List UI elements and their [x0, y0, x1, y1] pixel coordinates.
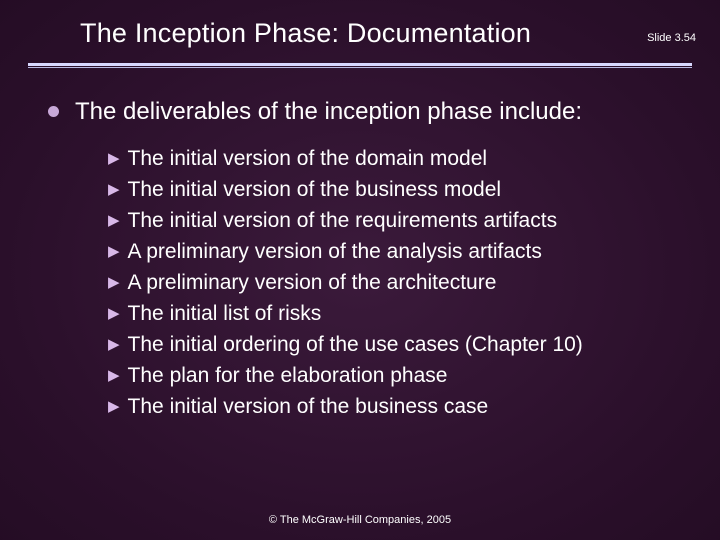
list-item-text: The initial ordering of the use cases (C…	[128, 331, 583, 359]
slide: The Inception Phase: Documentation Slide…	[0, 0, 720, 540]
slide-title: The Inception Phase: Documentation	[80, 18, 680, 49]
arrow-icon: ▶	[108, 269, 120, 297]
list-item: ▶ A preliminary version of the architect…	[108, 269, 680, 297]
arrow-icon: ▶	[108, 393, 120, 421]
title-bar: The Inception Phase: Documentation Slide…	[0, 0, 720, 57]
arrow-icon: ▶	[108, 238, 120, 266]
list-item: ▶ The initial version of the business ca…	[108, 393, 680, 421]
lead-bullet-row: The deliverables of the inception phase …	[48, 97, 680, 127]
sublist: ▶ The initial version of the domain mode…	[48, 145, 680, 421]
content-area: The deliverables of the inception phase …	[0, 69, 720, 421]
list-item-text: A preliminary version of the architectur…	[128, 269, 497, 297]
list-item: ▶ A preliminary version of the analysis …	[108, 238, 680, 266]
lead-text: The deliverables of the inception phase …	[75, 97, 582, 127]
list-item: ▶ The initial ordering of the use cases …	[108, 331, 680, 359]
list-item-text: A preliminary version of the analysis ar…	[128, 238, 542, 266]
list-item-text: The initial version of the business mode…	[128, 176, 502, 204]
bullet-icon	[48, 106, 59, 117]
arrow-icon: ▶	[108, 331, 120, 359]
list-item: ▶ The initial version of the business mo…	[108, 176, 680, 204]
list-item: ▶ The initial version of the requirement…	[108, 207, 680, 235]
list-item-text: The initial version of the domain model	[128, 145, 488, 173]
arrow-icon: ▶	[108, 145, 120, 173]
list-item-text: The plan for the elaboration phase	[128, 362, 448, 390]
arrow-icon: ▶	[108, 176, 120, 204]
list-item: ▶ The initial version of the domain mode…	[108, 145, 680, 173]
footer-copyright: © The McGraw-Hill Companies, 2005	[0, 514, 720, 526]
arrow-icon: ▶	[108, 362, 120, 390]
list-item-text: The initial list of risks	[128, 300, 322, 328]
list-item-text: The initial version of the requirements …	[128, 207, 558, 235]
list-item-text: The initial version of the business case	[128, 393, 489, 421]
arrow-icon: ▶	[108, 207, 120, 235]
list-item: ▶ The plan for the elaboration phase	[108, 362, 680, 390]
list-item: ▶ The initial list of risks	[108, 300, 680, 328]
arrow-icon: ▶	[108, 300, 120, 328]
slide-number: Slide 3.54	[647, 32, 696, 44]
